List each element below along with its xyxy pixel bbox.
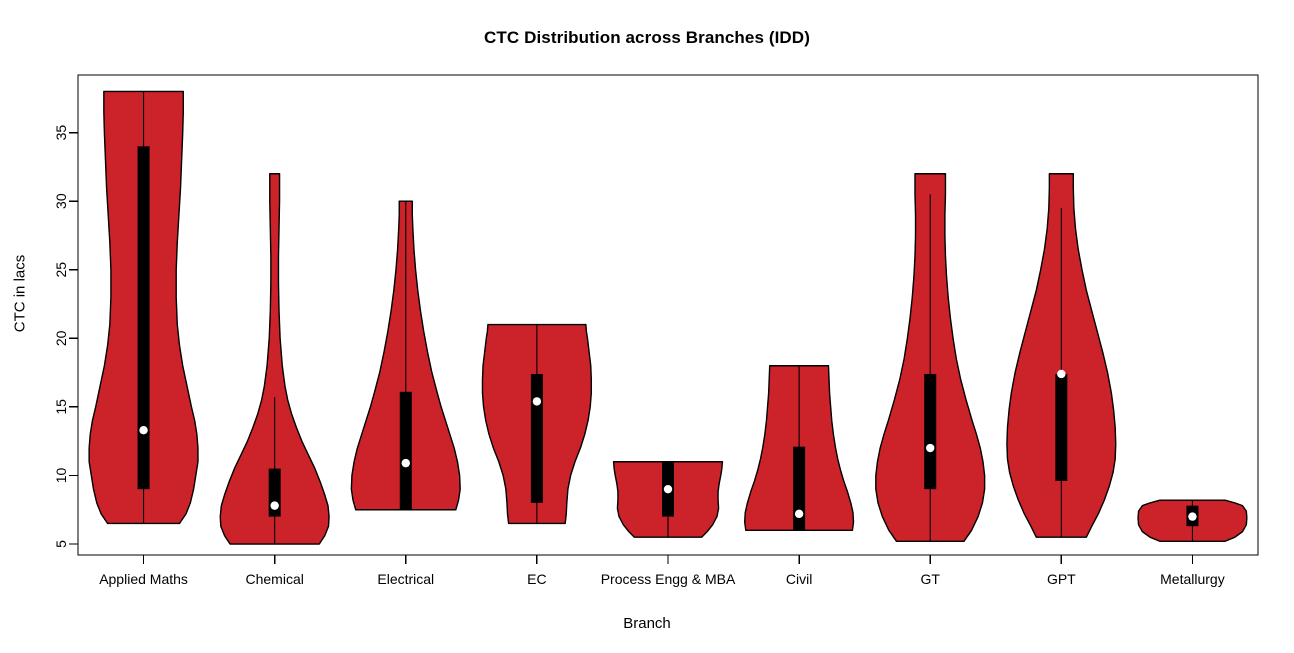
- x-tick-label-ec: EC: [527, 571, 546, 587]
- median-dot: [139, 426, 148, 435]
- y-tick-label: 15: [53, 399, 69, 415]
- y-tick-label: 5: [53, 540, 69, 548]
- median-dot: [926, 443, 935, 453]
- x-tick-label-gpt: GPT: [1047, 571, 1076, 587]
- iqr-box: [137, 146, 150, 490]
- violin-chemical[interactable]: [219, 173, 330, 545]
- violin-gpt[interactable]: [1006, 173, 1117, 538]
- median-dot: [1188, 512, 1197, 521]
- median-dot: [794, 509, 804, 519]
- y-tick-label: 20: [53, 330, 69, 346]
- x-tick-label-metallurgy: Metallurgy: [1160, 571, 1225, 587]
- violin-ec[interactable]: [481, 323, 592, 525]
- x-tick-label-process-engg-mba: Process Engg & MBA: [601, 571, 736, 587]
- x-tick-label-chemical: Chemical: [245, 571, 303, 587]
- violin-applied-maths[interactable]: [88, 90, 199, 525]
- violin-metallurgy[interactable]: [1137, 499, 1248, 542]
- median-dot: [663, 484, 673, 494]
- median-dot: [532, 397, 542, 406]
- iqr-box: [1055, 373, 1068, 481]
- x-tick-label-civil: Civil: [786, 571, 812, 587]
- chart-title: CTC Distribution across Branches (IDD): [484, 28, 810, 47]
- iqr-box: [924, 373, 937, 490]
- x-tick-label-gt: GT: [920, 571, 940, 587]
- iqr-box: [530, 373, 543, 503]
- y-axis-title: CTC in lacs: [11, 254, 29, 333]
- x-tick-label-applied-maths: Applied Maths: [99, 571, 188, 587]
- y-tick-label: 35: [53, 125, 69, 141]
- violin-electrical[interactable]: [350, 200, 461, 511]
- iqr-box: [399, 391, 412, 510]
- violin-civil[interactable]: [744, 365, 855, 532]
- median-dot: [270, 501, 279, 510]
- violin-gt[interactable]: [875, 173, 986, 542]
- median-dot: [401, 458, 410, 468]
- violin-process-engg-mba[interactable]: [612, 461, 724, 538]
- median-dot: [1057, 369, 1066, 379]
- x-tick-label-electrical: Electrical: [377, 571, 434, 587]
- x-axis-title: Branch: [623, 615, 671, 632]
- y-tick-label: 25: [53, 262, 69, 278]
- violin-density-shape: [219, 173, 330, 545]
- iqr-box: [793, 446, 806, 531]
- y-tick-label: 10: [53, 467, 69, 483]
- y-tick-label: 30: [53, 193, 69, 209]
